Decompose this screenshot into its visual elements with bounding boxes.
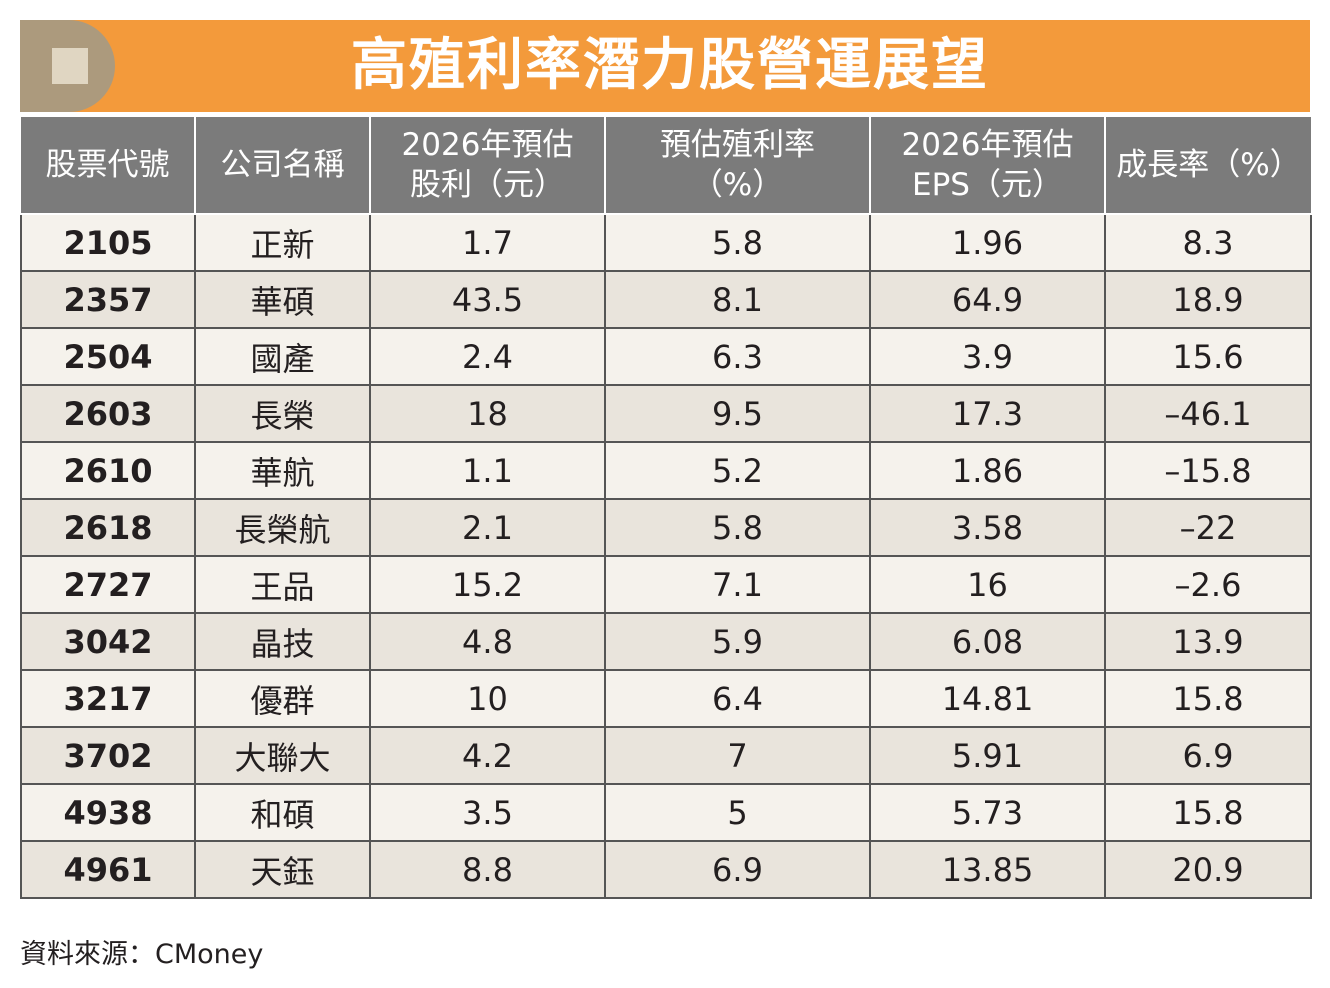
eps-cell: 13.85 [869, 840, 1106, 899]
eps-cell: 5.73 [869, 783, 1106, 842]
company-name-cell: 晶技 [194, 612, 371, 671]
eps-cell: 1.86 [869, 441, 1106, 500]
yield-cell: 7 [604, 726, 871, 785]
stock-code-cell: 4961 [20, 840, 196, 899]
dividend-cell: 8.8 [369, 840, 606, 899]
header-dividend: 2026年預估 股利（元） [369, 117, 606, 215]
stock-code-cell: 3042 [20, 612, 196, 671]
company-name-cell: 大聯大 [194, 726, 371, 785]
dividend-cell: 18 [369, 384, 606, 443]
stock-code-cell: 2618 [20, 498, 196, 557]
growth-cell: –2.6 [1104, 555, 1312, 614]
dividend-cell: 10 [369, 669, 606, 728]
growth-cell: –15.8 [1104, 441, 1312, 500]
stock-code-cell: 2603 [20, 384, 196, 443]
eps-cell: 16 [869, 555, 1106, 614]
header-stock-code: 股票代號 [21, 117, 196, 215]
company-name-cell: 王品 [194, 555, 371, 614]
company-name-cell: 長榮航 [194, 498, 371, 557]
table-row: 2603 長榮 18 9.5 17.3 –46.1 [20, 384, 1312, 443]
growth-cell: –22 [1104, 498, 1312, 557]
title-bar [20, 20, 1310, 112]
header-yield: 預估殖利率 （%） [604, 117, 871, 215]
eps-cell: 5.91 [869, 726, 1106, 785]
dividend-cell: 3.5 [369, 783, 606, 842]
company-name-cell: 華碩 [194, 270, 371, 329]
header-growth: 成長率（%） [1104, 117, 1311, 215]
growth-cell: 20.9 [1104, 840, 1312, 899]
table-row: 2105 正新 1.7 5.8 1.96 8.3 [20, 213, 1312, 272]
yield-cell: 5.9 [604, 612, 871, 671]
growth-cell: 8.3 [1104, 213, 1312, 272]
growth-cell: 13.9 [1104, 612, 1312, 671]
page-title: 高殖利率潛力股營運展望 [351, 33, 989, 98]
table-row: 3702 大聯大 4.2 7 5.91 6.9 [20, 726, 1312, 785]
yield-cell: 9.5 [604, 384, 871, 443]
eps-cell: 64.9 [869, 270, 1106, 329]
dividend-table: 股票代號 公司名稱 2026年預估 股利（元） 預估殖利率 （%） 2026年預估 E… [20, 117, 1312, 899]
eps-cell: 3.58 [869, 498, 1106, 557]
dividend-cell: 4.8 [369, 612, 606, 671]
company-name-cell: 天鈺 [194, 840, 371, 899]
stock-code-cell: 2610 [20, 441, 196, 500]
stock-code-cell: 2727 [20, 555, 196, 614]
table-row: 2357 華碩 43.5 8.1 64.9 18.9 [20, 270, 1312, 329]
yield-cell: 5.2 [604, 441, 871, 500]
eps-cell: 1.96 [869, 213, 1106, 272]
stock-code-cell: 3702 [20, 726, 196, 785]
dividend-cell: 1.1 [369, 441, 606, 500]
yield-cell: 6.9 [604, 840, 871, 899]
table-row: 2727 王品 15.2 7.1 16 –2.6 [20, 555, 1312, 614]
growth-cell: 15.8 [1104, 783, 1312, 842]
growth-cell: 15.8 [1104, 669, 1312, 728]
growth-cell: 18.9 [1104, 270, 1312, 329]
company-name-cell: 國產 [194, 327, 371, 386]
square-icon [52, 48, 88, 84]
eps-cell: 6.08 [869, 612, 1106, 671]
stock-code-cell: 2504 [20, 327, 196, 386]
growth-cell: 6.9 [1104, 726, 1312, 785]
stock-code-cell: 3217 [20, 669, 196, 728]
dividend-cell: 4.2 [369, 726, 606, 785]
yield-cell: 8.1 [604, 270, 871, 329]
table-header-row: 股票代號 公司名稱 2026年預估 股利（元） 預估殖利率 （%） 2026年預估 E… [21, 117, 1311, 215]
company-name-cell: 和碩 [194, 783, 371, 842]
header-eps: 2026年預估 EPS（元） [869, 117, 1106, 215]
stock-code-cell: 2105 [20, 213, 196, 272]
eps-cell: 3.9 [869, 327, 1106, 386]
stock-code-cell: 4938 [20, 783, 196, 842]
table-row: 2504 國產 2.4 6.3 3.9 15.6 [20, 327, 1312, 386]
eps-cell: 14.81 [869, 669, 1106, 728]
table-row: 4961 天鈺 8.8 6.9 13.85 20.9 [20, 840, 1312, 899]
yield-cell: 5 [604, 783, 871, 842]
yield-cell: 5.8 [604, 498, 871, 557]
dividend-cell: 1.7 [369, 213, 606, 272]
table-row: 3042 晶技 4.8 5.9 6.08 13.9 [20, 612, 1312, 671]
yield-cell: 5.8 [604, 213, 871, 272]
growth-cell: –46.1 [1104, 384, 1312, 443]
table-row: 2610 華航 1.1 5.2 1.86 –15.8 [20, 441, 1312, 500]
stock-code-cell: 2357 [20, 270, 196, 329]
dividend-cell: 15.2 [369, 555, 606, 614]
dividend-cell: 43.5 [369, 270, 606, 329]
dividend-cell: 2.1 [369, 498, 606, 557]
yield-cell: 7.1 [604, 555, 871, 614]
table-row: 4938 和碩 3.5 5 5.73 15.8 [20, 783, 1312, 842]
dividend-cell: 2.4 [369, 327, 606, 386]
company-name-cell: 優群 [194, 669, 371, 728]
yield-cell: 6.3 [604, 327, 871, 386]
company-name-cell: 長榮 [194, 384, 371, 443]
company-name-cell: 華航 [194, 441, 371, 500]
table-row: 3217 優群 10 6.4 14.81 15.8 [20, 669, 1312, 728]
table-row: 2618 長榮航 2.1 5.8 3.58 –22 [20, 498, 1312, 557]
yield-cell: 6.4 [604, 669, 871, 728]
company-name-cell: 正新 [194, 213, 371, 272]
source-note: 資料來源：CMoney [20, 939, 264, 970]
eps-cell: 17.3 [869, 384, 1106, 443]
growth-cell: 15.6 [1104, 327, 1312, 386]
header-company-name: 公司名稱 [194, 117, 371, 215]
